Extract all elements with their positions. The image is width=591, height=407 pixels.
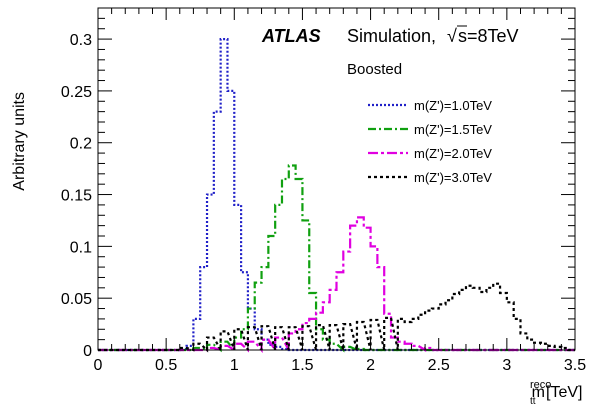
x-tick-label: 0.5 xyxy=(155,357,177,374)
y-tick-label: 0.2 xyxy=(70,136,92,153)
plot-frame xyxy=(97,7,576,351)
energy-s: s xyxy=(458,26,467,46)
x-axis-label-sub: tt xyxy=(530,396,536,407)
y-axis-label: Arbitrary units xyxy=(11,92,28,191)
x-tick-label: 0 xyxy=(94,357,103,374)
x-tick-label: 1 xyxy=(230,357,239,374)
energy-value: =8TeV xyxy=(467,26,519,46)
y-tick-label: 0.15 xyxy=(61,188,92,205)
x-tick-label: 3.5 xyxy=(564,357,586,374)
legend-label-1: m(Z')=1.0TeV xyxy=(414,98,492,113)
sqrt-symbol: √ xyxy=(447,26,457,46)
series-line-4 xyxy=(98,282,575,353)
y-tick-label: 0 xyxy=(83,343,92,360)
legend: m(Z')=1.0TeV m(Z')=1.5TeV m(Z')=2.0TeV m(Z'… xyxy=(368,98,492,185)
x-tick-label: 1.5 xyxy=(291,357,313,374)
y-tick-label: 0.25 xyxy=(61,84,92,101)
simulation-label: Simulation, xyxy=(347,26,436,46)
x-axis-label: m xyxy=(532,384,545,401)
x-axis-label-sup: reco xyxy=(530,379,551,391)
series-line-1 xyxy=(98,37,575,352)
x-tick-label: 2 xyxy=(366,357,375,374)
ticks-layer xyxy=(97,8,576,351)
y-tick-label: 0.1 xyxy=(70,239,92,256)
selection-label: Boosted xyxy=(347,61,402,78)
legend-label-2: m(Z')=1.5TeV xyxy=(414,122,492,137)
legend-label-4: m(Z')=3.0TeV xyxy=(414,170,492,185)
x-tick-label: 3 xyxy=(502,357,511,374)
y-tick-label: 0.05 xyxy=(61,291,92,308)
x-tick-label: 2.5 xyxy=(428,357,450,374)
legend-label-3: m(Z')=2.0TeV xyxy=(414,146,492,161)
y-tick-label: 0.3 xyxy=(70,32,92,49)
atlas-label: ATLAS xyxy=(261,26,321,46)
x-axis-label-unit: [TeV] xyxy=(546,384,582,401)
series-line-2 xyxy=(98,164,575,354)
x-axis-label-main: m xyxy=(532,384,545,401)
series-line-3 xyxy=(98,216,575,354)
series-layer xyxy=(98,37,575,354)
tick-labels-layer: 0 0.5 1 1.5 2 2.5 3 3.5 0 0.05 0.1 0.15 0.2 0.25 0.3 xyxy=(61,32,586,374)
